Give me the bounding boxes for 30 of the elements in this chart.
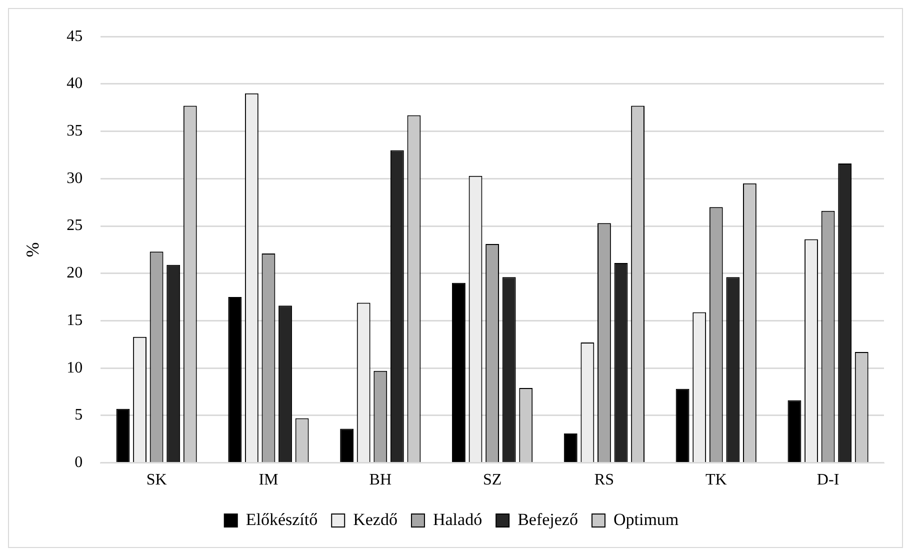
x-tick-label: RS <box>594 472 614 489</box>
bar <box>788 400 802 462</box>
bar <box>116 408 130 462</box>
y-tick-label: 35 <box>66 122 83 140</box>
bar <box>676 388 690 462</box>
x-tick-label: D-I <box>816 472 840 489</box>
y-tick-label: 5 <box>74 406 83 424</box>
legend-label: Előkészítő <box>246 510 318 529</box>
y-tick-label: 30 <box>66 170 83 187</box>
y-tick-label: 15 <box>66 312 83 329</box>
y-tick-label: 45 <box>66 28 83 45</box>
legend-label: Optimum <box>613 510 679 529</box>
bar <box>452 282 466 462</box>
y-tick-label: 25 <box>66 217 83 234</box>
legend-label: Kezdő <box>353 510 398 529</box>
x-tick-label: SZ <box>482 472 502 489</box>
bar <box>228 297 242 462</box>
bar <box>340 428 354 462</box>
y-tick-label: 0 <box>74 454 83 472</box>
y-axis-title: % <box>22 242 43 258</box>
y-tick-label: 40 <box>66 75 83 92</box>
bar <box>564 433 578 462</box>
x-tick-label: IM <box>258 472 278 489</box>
legend-label: Haladó <box>432 510 482 529</box>
x-tick-label: TK <box>705 472 728 489</box>
legend-label: Befejező <box>518 510 578 529</box>
x-tick-label: BH <box>369 472 392 489</box>
y-tick-label: 10 <box>66 359 83 376</box>
x-tick-label: SK <box>146 472 168 489</box>
y-tick-label: 20 <box>66 264 83 282</box>
